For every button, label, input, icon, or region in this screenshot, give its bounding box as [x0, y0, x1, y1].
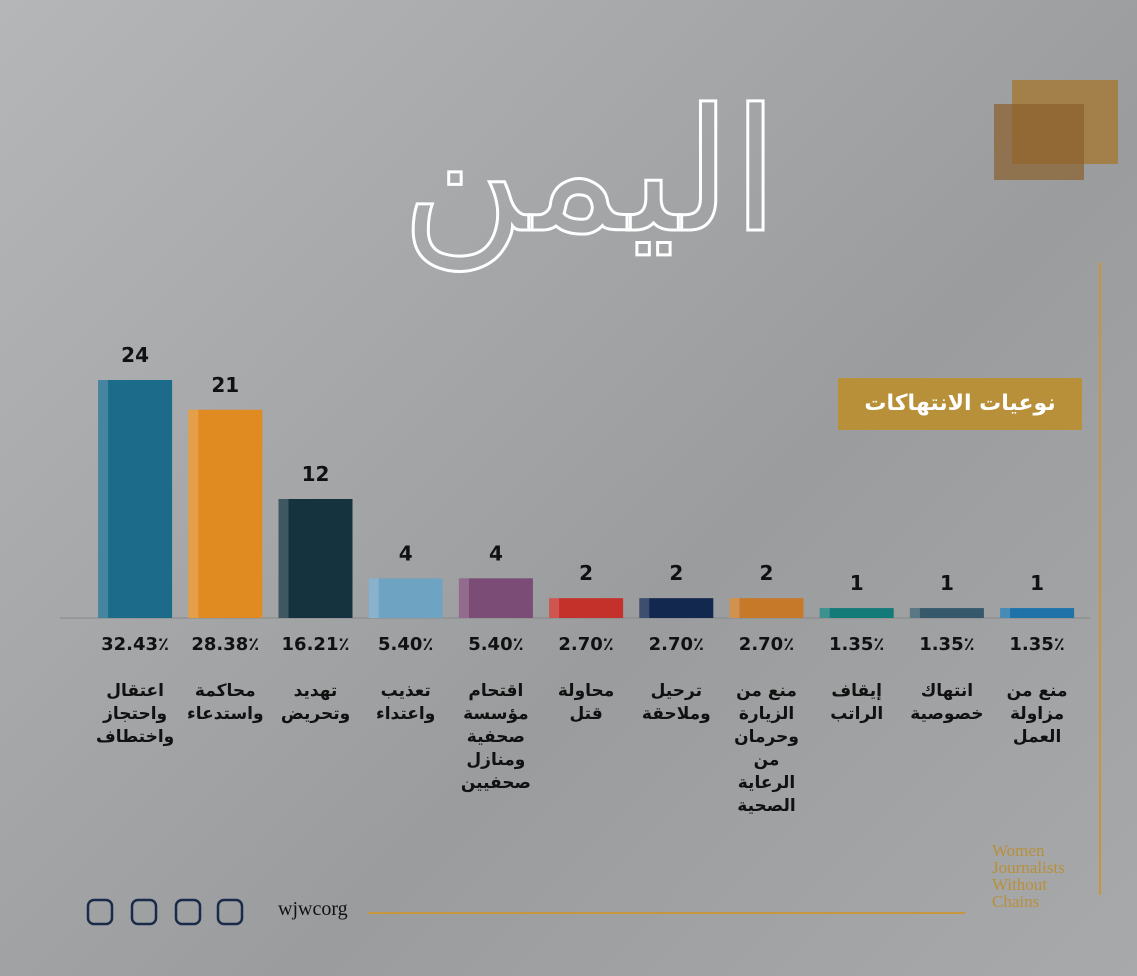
category-label: محاولة قتل [538, 680, 634, 726]
subtitle: نوعيات الانتهاكات [838, 378, 1082, 430]
value-label: 1 [850, 571, 864, 595]
percent-label: 1.35٪ [992, 634, 1082, 655]
percent-label: 1.35٪ [902, 634, 992, 655]
decor-square [994, 104, 1084, 180]
bar-side [1000, 608, 1010, 618]
category-label: تهديد وتحريض [268, 680, 364, 726]
bar [279, 499, 353, 618]
category-label: محاكمة واستدعاء [177, 680, 273, 726]
bar [98, 380, 172, 618]
bar [820, 608, 894, 618]
youtube-icon[interactable] [218, 900, 242, 924]
social-icons [88, 900, 242, 924]
bar-side [188, 410, 198, 618]
category-label: اقتحام مؤسسة صحفية ومنازل صحفيين [448, 680, 544, 795]
bar-side [459, 578, 469, 618]
value-label: 1 [1030, 571, 1044, 595]
bar-side [98, 380, 108, 618]
chart: اليمن 24211244222111 [0, 0, 1137, 976]
bar-side [369, 578, 379, 618]
percent-label: 32.43٪ [90, 634, 180, 655]
website: wjwcorg [278, 898, 348, 921]
category-label: اعتقال واحتجاز واختطاف [87, 680, 183, 749]
value-label: 2 [579, 561, 593, 585]
percent-label: 2.70٪ [541, 634, 631, 655]
value-label: 24 [121, 343, 149, 367]
twitter-icon[interactable] [88, 900, 112, 924]
value-label: 2 [669, 561, 683, 585]
value-label: 4 [489, 541, 503, 565]
bar [639, 598, 713, 618]
bar-side [639, 598, 649, 618]
category-label: منع من الزيارة وحرمان من الرعاية الصحية [719, 680, 815, 818]
bar [188, 410, 262, 618]
instagram-icon[interactable] [132, 900, 156, 924]
percent-label: 1.35٪ [812, 634, 902, 655]
infographic: اليمن 24211244222111 نوعيات الانتهاكات w… [0, 0, 1137, 976]
category-label: منع من مزاولة العمل [989, 680, 1085, 749]
value-label: 1 [940, 571, 954, 595]
bar-side [279, 499, 289, 618]
bar [910, 608, 984, 618]
logo-text: Women Journalists Without Chains [992, 842, 1065, 910]
value-label: 21 [211, 373, 239, 397]
category-label: ترحيل وملاحقة [628, 680, 724, 726]
bar-side [910, 608, 920, 618]
value-label: 2 [760, 561, 774, 585]
bar [369, 578, 443, 618]
bar [549, 598, 623, 618]
value-label: 4 [399, 541, 413, 565]
bar-side [820, 608, 830, 618]
percent-label: 2.70٪ [722, 634, 812, 655]
percent-label: 5.40٪ [451, 634, 541, 655]
category-label: انتهاك خصوصية [899, 680, 995, 726]
percent-label: 5.40٪ [361, 634, 451, 655]
percent-label: 2.70٪ [631, 634, 721, 655]
bar [1000, 608, 1074, 618]
chart-title: اليمن [401, 73, 779, 272]
facebook-icon[interactable] [176, 900, 200, 924]
bar [459, 578, 533, 618]
category-label: إيقاف الراتب [809, 680, 905, 726]
value-label: 12 [302, 462, 330, 486]
bar-side [730, 598, 740, 618]
bar [730, 598, 804, 618]
bar-side [549, 598, 559, 618]
percent-label: 16.21٪ [271, 634, 361, 655]
percent-label: 28.38٪ [180, 634, 270, 655]
category-label: تعذيب واعتداء [358, 680, 454, 726]
